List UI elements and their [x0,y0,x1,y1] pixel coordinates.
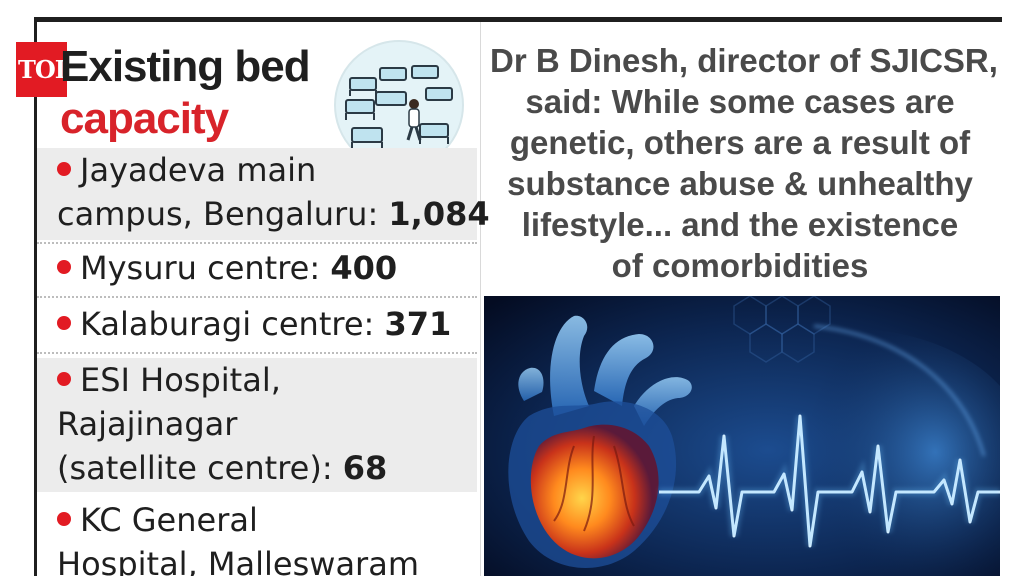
toi-logo: TOI [16,42,67,97]
item-label: Jayadeva main [80,151,317,189]
heart-ecg-icon [484,296,1000,576]
bullet-icon [57,260,71,274]
item-value: 68 [342,449,388,487]
list-item: ESI Hospital, Rajajinagar (satellite cen… [37,358,477,492]
list-item: Jayadeva main campus, Bengaluru: 1,084 [37,148,490,240]
quote-line: Dr B Dinesh, director of SJICSR, [490,42,998,79]
hospital-ward-icon [334,40,464,170]
row-separator [37,242,477,245]
item-value: 371 [384,305,452,343]
bullet-icon [57,512,71,526]
quote-line: said: While some cases are [525,83,955,120]
quote-block: Dr B Dinesh, director of SJICSR, said: W… [490,40,998,286]
item-value: 1,084 [388,195,490,233]
item-label: Kalaburagi centre: [80,305,385,343]
item-label: campus, Bengaluru: [57,195,389,233]
row-separator [37,352,477,355]
item-label: Mysuru centre: [80,249,331,287]
bullet-icon [57,316,71,330]
item-value: 400 [330,249,398,287]
list-item: Mysuru centre: 400 [37,246,477,294]
top-rule [34,17,1002,22]
item-label: Hospital, Malleswaram [57,545,419,576]
bullet-icon [57,372,71,386]
quote-line: of comorbidities [611,247,869,284]
bullet-icon [57,162,71,176]
infobox-title-line1: Existing bed [60,42,311,91]
item-label: ESI Hospital, [80,361,281,399]
list-item: Kalaburagi centre: 371 [37,302,477,350]
column-divider [480,22,481,576]
infobox-title-line2: capacity [60,94,229,143]
item-label: KC General [80,501,258,539]
row-separator [37,296,477,299]
item-label: Rajajinagar [57,405,238,443]
quote-line: lifestyle... and the existence [521,206,959,243]
list-item: KC General Hospital, Malleswaram [37,498,477,576]
item-label: (satellite centre): [57,449,343,487]
left-border [34,17,37,576]
quote-line: substance abuse & unhealthy [507,165,973,202]
quote-line: genetic, others are a result of [509,124,971,161]
